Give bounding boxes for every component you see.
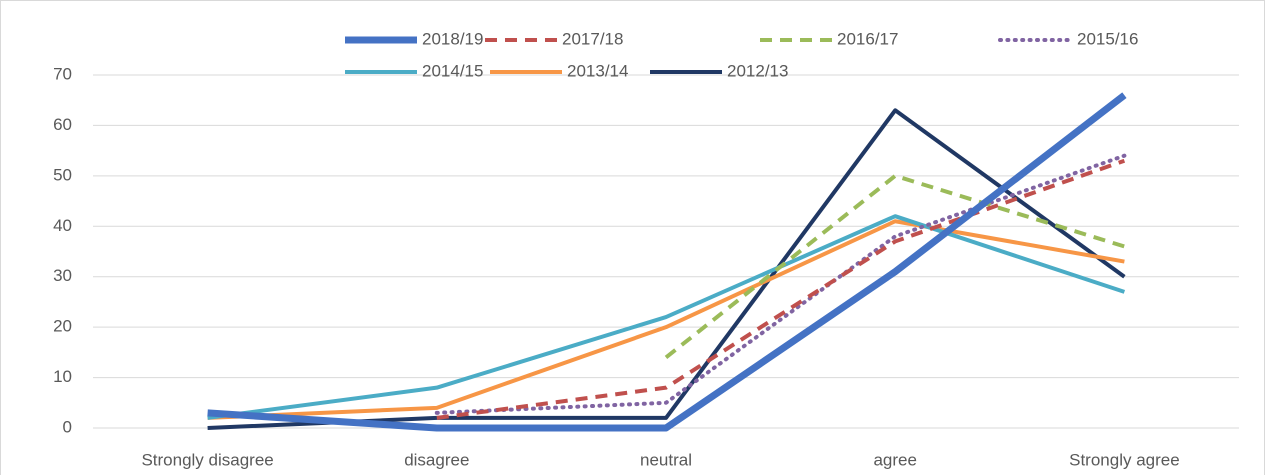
- series-line: [207, 219, 1125, 420]
- legend-label: 2013/14: [567, 61, 628, 80]
- series-line: [207, 108, 1126, 430]
- legend-label: 2018/19: [422, 29, 483, 48]
- y-tick-label: 40: [53, 216, 72, 235]
- x-tick-label: Strongly disagree: [141, 450, 273, 469]
- series-line: [664, 173, 1125, 359]
- x-tick-label: neutral: [640, 450, 692, 469]
- y-tick-label: 60: [53, 115, 72, 134]
- x-tick-label: agree: [873, 450, 916, 469]
- y-tick-label: 20: [53, 317, 72, 336]
- y-tick-label: 50: [53, 165, 72, 184]
- series-line: [207, 92, 1127, 432]
- series-line: [436, 158, 1126, 420]
- x-tick-label: disagree: [404, 450, 469, 469]
- series-line: [207, 214, 1126, 420]
- legend-label: 2014/15: [422, 61, 483, 80]
- y-tick-label: 0: [63, 417, 72, 436]
- y-tick-label: 70: [53, 64, 72, 83]
- legend-label: 2016/17: [837, 29, 898, 48]
- legend-label: 2012/13: [727, 61, 788, 80]
- legend-label: 2017/18: [562, 29, 623, 48]
- legend-label: 2015/16: [1077, 29, 1138, 48]
- x-tick-label: Strongly agree: [1069, 450, 1180, 469]
- y-tick-label: 30: [53, 266, 72, 285]
- series-line: [434, 153, 1127, 415]
- y-tick-label: 10: [53, 367, 72, 386]
